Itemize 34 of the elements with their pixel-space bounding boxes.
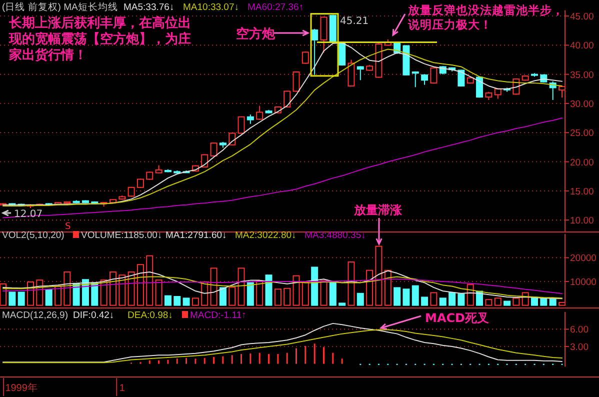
text: DEA:0.98↓ <box>128 310 173 321</box>
chart-title: (日线 前复权) MA短长均线 <box>2 1 118 13</box>
x-tick-label: 1999年 <box>5 382 38 394</box>
text: MA10:33.07↓ <box>183 2 239 13</box>
annotation: 长期上涨后获利丰厚，在高位出现的宽幅震荡【空方炮】，为庄家出货行情！ <box>8 15 191 63</box>
y-tick-label: 20000 <box>570 253 596 264</box>
y-tick-label: 10000 <box>570 277 596 288</box>
y-tick-label: 40.00 <box>570 40 594 52</box>
legend-label: MACD:-1.11↑ <box>190 310 246 321</box>
annotation: 空方炮 <box>236 26 276 42</box>
y-tick-label: 10.00 <box>570 216 594 227</box>
text: MA1:2791.60↓ <box>166 230 227 241</box>
y-tick-label: 20.00 <box>570 157 594 168</box>
chart-title: VOL2(5,10,20) <box>2 230 64 241</box>
y-tick-label: 35.00 <box>570 70 594 81</box>
text: MA5:33.76↓ <box>124 2 174 13</box>
chart-title: MACD(12,26,9) <box>2 310 68 321</box>
y-tick-label: 15.00 <box>570 186 594 198</box>
annotation: 45.21 <box>340 16 369 27</box>
annotation: S <box>65 222 71 232</box>
y-tick-label: 30.00 <box>570 98 594 110</box>
y-tick-label: 25.00 <box>570 128 594 140</box>
annotation: 放量滞涨 <box>353 203 403 217</box>
y-tick-label: 3.00 <box>570 342 588 354</box>
y-tick-label: 6.00 <box>570 324 588 336</box>
y-tick-label: 45.00 <box>570 12 594 23</box>
annotation: 放量反弹也没法越雷池半步，说明压力极大！ <box>407 3 564 32</box>
text: DIF:0.42↓ <box>73 310 114 321</box>
text: MA3:4880.35↓ <box>304 230 366 241</box>
text: MA60:27.36↑ <box>248 2 304 13</box>
legend-label: VOLUME:1185.00↓ <box>81 230 162 241</box>
x-tick-label: 1 <box>119 383 126 394</box>
annotation: MACD死叉 <box>425 311 489 325</box>
text: MA2:3022.80↓ <box>235 230 296 241</box>
